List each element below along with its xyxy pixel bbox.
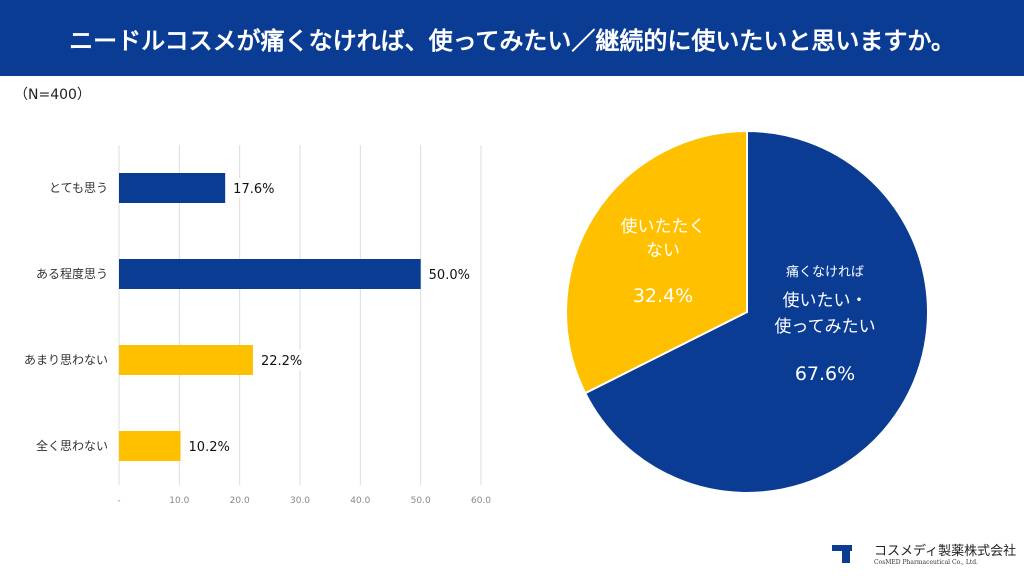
data-label: 10.2% [189, 440, 230, 455]
data-label-bg [186, 436, 235, 456]
data-label: 22.2% [261, 354, 302, 369]
pie-value-label: 32.4% [633, 285, 693, 307]
bar [119, 173, 226, 203]
pie-slice [565, 129, 748, 395]
bar [119, 259, 421, 289]
x-tick-label: 10.0 [169, 496, 189, 506]
category-label: ある程度思う [36, 266, 108, 281]
x-tick-label: 40.0 [350, 496, 370, 506]
x-tick-label: 30.0 [290, 496, 310, 506]
x-tick-label: 20.0 [230, 496, 250, 506]
pie-label: 痛くなければ [786, 264, 864, 280]
data-label-bg [231, 178, 280, 198]
pie-label: ない [646, 241, 680, 261]
company-logo: コスメディ製薬株式会社 CosMED Pharmaceutical Co., L… [832, 540, 1016, 566]
category-label: とても思う [49, 181, 108, 195]
category-label: 全く思わない [36, 438, 108, 453]
bar [119, 431, 181, 461]
x-tick-label: 50.0 [411, 496, 431, 506]
bar [119, 345, 253, 375]
sample-size: （N=400） [14, 87, 91, 103]
logo-mark-icon [832, 543, 870, 563]
category-label: あまり思わない [24, 353, 108, 367]
data-label-bg [258, 350, 307, 370]
data-label: 17.6% [233, 182, 274, 197]
logo-name: コスメディ製薬株式会社 [874, 544, 1017, 559]
logo-sub: CosMED Pharmaceutical Co., Ltd. [874, 559, 978, 566]
pie-label: 使いたたく [621, 216, 706, 237]
pie-value-label: 67.6% [795, 363, 855, 385]
pie-slice [583, 129, 929, 494]
data-label-bg [426, 264, 475, 284]
pie-label: 使いたい・ [783, 290, 868, 311]
x-tick-label: - [117, 496, 120, 506]
data-label: 50.0% [429, 268, 470, 283]
page-title: ニードルコスメが痛くなければ、使ってみたい／継続的に使いたいと思いますか。 [0, 0, 1024, 76]
pie-label: 使ってみたい [774, 316, 875, 337]
x-tick-label: 60.0 [471, 496, 491, 506]
